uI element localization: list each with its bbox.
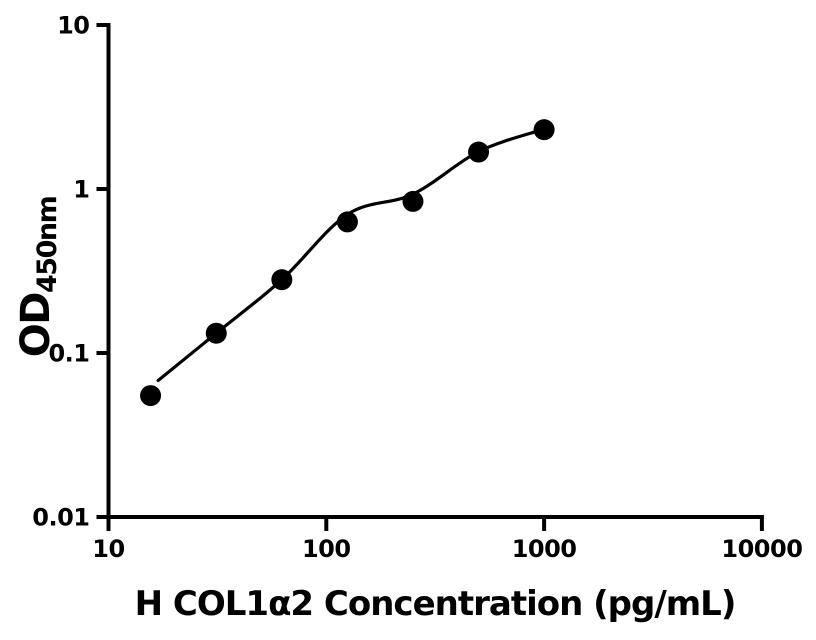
y-tick-label: 0.1 (48, 340, 89, 368)
x-tick-label: 100 (302, 535, 351, 563)
data-point (336, 211, 358, 233)
data-point (468, 141, 490, 163)
x-tick-label: 1000 (512, 535, 577, 563)
y-axis-title: OD450nm (5, 127, 67, 427)
x-tick-label: 10000 (721, 535, 802, 563)
y-tick-label: 0.01 (32, 504, 89, 532)
data-point (533, 119, 555, 141)
data-point (402, 190, 424, 212)
y-tick-label: 10 (57, 12, 89, 40)
data-point (271, 269, 293, 291)
data-point (205, 322, 227, 344)
x-tick-label: 10 (92, 535, 124, 563)
y-axis-title-subscript: 450nm (32, 196, 63, 293)
data-point (140, 385, 162, 407)
y-tick-label: 1 (73, 176, 89, 204)
y-axis-title-main: OD (13, 293, 59, 358)
x-axis-title: H COL1α2 Concentration (pg/mL) (134, 584, 737, 624)
